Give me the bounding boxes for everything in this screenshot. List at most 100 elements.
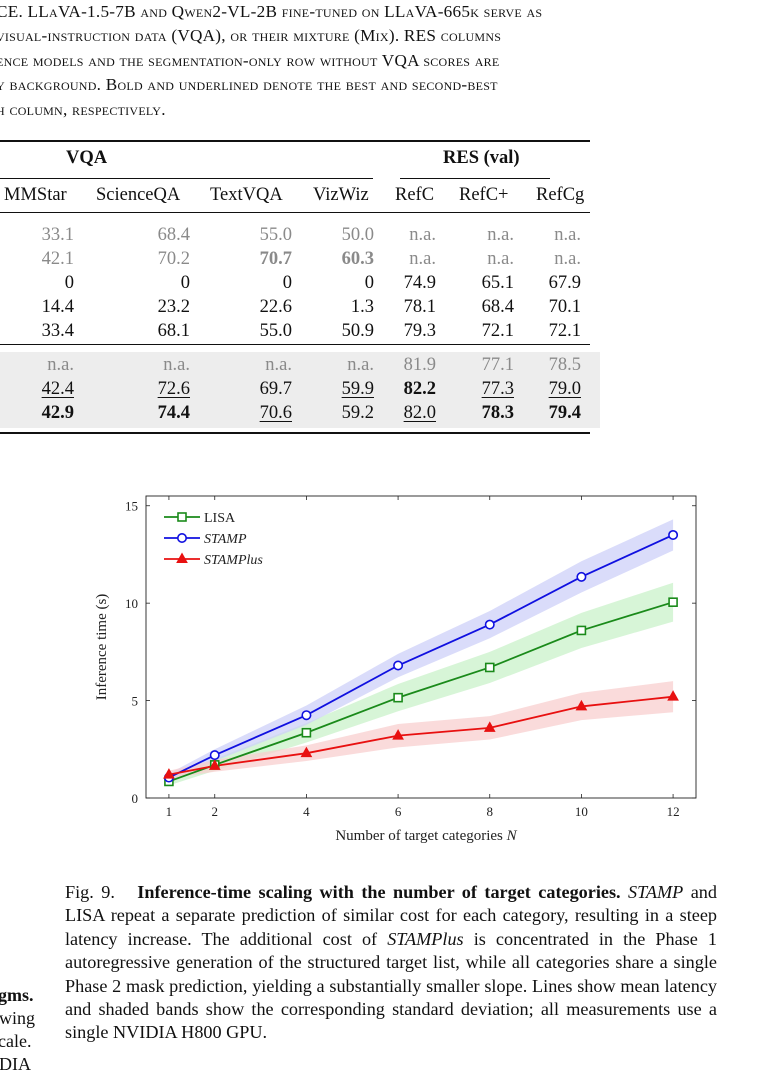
table-cell: 72.1 — [481, 321, 514, 341]
table-cell: 65.1 — [481, 273, 514, 293]
table-cell: 70.7 — [259, 249, 292, 269]
data-point-stamplus — [300, 746, 313, 758]
x-tick-label: 1 — [166, 804, 173, 819]
data-point-lisa — [301, 727, 312, 738]
table-cell: 78.5 — [548, 355, 581, 375]
y-tick-label: 10 — [125, 596, 138, 611]
table-cell: 67.9 — [548, 273, 581, 293]
table-cell: 70.1 — [548, 297, 581, 317]
data-point-lisa — [668, 597, 678, 607]
y-tick-label: 0 — [132, 791, 139, 806]
table-cell: 33.1 — [41, 225, 74, 245]
res-group-rule — [400, 178, 550, 179]
table-cell: 81.9 — [403, 355, 436, 375]
caption-stamplus: STAMPlus — [387, 928, 464, 949]
legend-marker — [177, 512, 187, 522]
table-cell: 74.4 — [157, 403, 190, 423]
legend-marker — [177, 532, 188, 543]
data-point-lisa — [393, 692, 403, 703]
mid-rule — [0, 344, 590, 345]
data-point-stamp — [484, 619, 495, 630]
table-cell: 68.1 — [157, 321, 190, 341]
y-tick-label: 15 — [125, 499, 138, 514]
legend-label: STAMP — [204, 532, 247, 547]
figure-caption: Fig. 9. Inference-time scaling with the … — [65, 881, 717, 1045]
caption-line-2: visual-instruction data (VQA), or their … — [0, 26, 502, 46]
table-cell: 59.9 — [341, 379, 374, 399]
table-cell: 68.4 — [481, 297, 514, 317]
table-cell: 69.7 — [259, 379, 292, 399]
table-cell: 59.2 — [341, 403, 374, 423]
data-point-stamp — [301, 710, 312, 721]
gray-shade-band — [0, 352, 600, 428]
table-cell: n.a. — [409, 225, 436, 245]
caption-line-1: CE. LLaVA-1.5-7B and Qwen2-VL-2B fine-tu… — [0, 2, 543, 21]
table-cell: n.a. — [409, 249, 436, 269]
figure-label: Fig. 9. — [65, 882, 115, 902]
table-cell: 72.1 — [548, 321, 581, 341]
table-cell: 68.4 — [157, 225, 190, 245]
x-tick-label: 10 — [575, 804, 588, 819]
col-header-textvqa: TextVQA — [210, 185, 283, 205]
col-header-refcg: RefCg — [536, 185, 585, 205]
x-tick-label: 2 — [212, 804, 219, 819]
table-cell: 42.1 — [41, 249, 74, 269]
data-point-stamplus — [667, 690, 679, 701]
left-fragment-1: gms. — [0, 985, 34, 1005]
x-tick-label: 4 — [303, 804, 310, 819]
left-fragment-3: cale. — [0, 1031, 32, 1051]
table-cell: 77.1 — [481, 355, 514, 375]
table-cell: 55.0 — [259, 225, 292, 245]
col-header-vizwiz: VizWiz — [313, 185, 369, 205]
data-point-stamplus — [392, 729, 404, 740]
std-band-stamp — [168, 519, 674, 782]
data-point-stamplus — [483, 721, 496, 732]
table-cell: 42.9 — [41, 403, 74, 423]
caption-line-3: ence models and the segmentation-only ro… — [0, 50, 500, 70]
table-cell: 82.2 — [403, 379, 436, 399]
data-point-stamp — [668, 529, 679, 540]
table-cell: 33.4 — [41, 321, 74, 341]
table-cell: n.a. — [265, 355, 292, 375]
table-caption: CE. LLaVA-1.5-7B and Qwen2-VL-2B fine-tu… — [0, 0, 756, 122]
header-rule — [0, 212, 590, 213]
res-group-header: RES (val) — [443, 148, 520, 168]
data-point-stamp — [393, 660, 404, 671]
caption-line-5: h column, respectively. — [0, 99, 166, 119]
legend-label: STAMPlus — [204, 553, 263, 568]
col-header-refc: RefC — [395, 185, 435, 205]
x-tick-label: 8 — [487, 804, 494, 819]
table-top-rule — [0, 140, 590, 142]
data-point-stamp — [209, 750, 220, 761]
x-axis-label: Number of target categories N — [335, 828, 517, 844]
col-header-refcplus: RefC+ — [459, 185, 509, 205]
table-cell: 82.0 — [403, 403, 436, 423]
table-bottom-rule — [0, 432, 590, 434]
vqa-group-rule — [0, 178, 373, 179]
table-cell: 50.0 — [341, 225, 374, 245]
legend-marker — [176, 552, 188, 563]
left-fragment-2: wing — [0, 1008, 35, 1028]
table-cell: 0 — [64, 273, 74, 293]
figure-title: Inference-time scaling with the number o… — [137, 882, 621, 902]
data-point-stamplus — [208, 759, 221, 770]
col-header-scienceqa: ScienceQA — [96, 185, 181, 205]
table-cell: 22.6 — [259, 297, 292, 317]
left-fragment-4: DIA — [0, 1054, 31, 1074]
x-tick-label: 6 — [395, 804, 402, 819]
x-tick-label: 12 — [667, 804, 680, 819]
col-header-mmstar: MMStar — [4, 185, 67, 205]
table-cell: 0 — [180, 273, 190, 293]
table-cell: 70.6 — [259, 403, 292, 423]
data-point-lisa — [484, 662, 495, 673]
caption-stamp: STAMP — [628, 882, 684, 902]
results-table: VQA RES (val) MMStar ScienceQA TextVQA V… — [0, 138, 600, 438]
table-cell: 1.3 — [350, 297, 374, 317]
table-cell: 0 — [282, 273, 292, 293]
table-cell: 72.6 — [157, 379, 190, 399]
table-cell: 60.3 — [341, 249, 374, 269]
inference-time-chart: 1 2 4 6 8 10 12 0 5 10 15 Number of target categori… — [86, 490, 706, 850]
vqa-group-header: VQA — [66, 148, 108, 168]
table-cell: 23.2 — [157, 297, 190, 317]
